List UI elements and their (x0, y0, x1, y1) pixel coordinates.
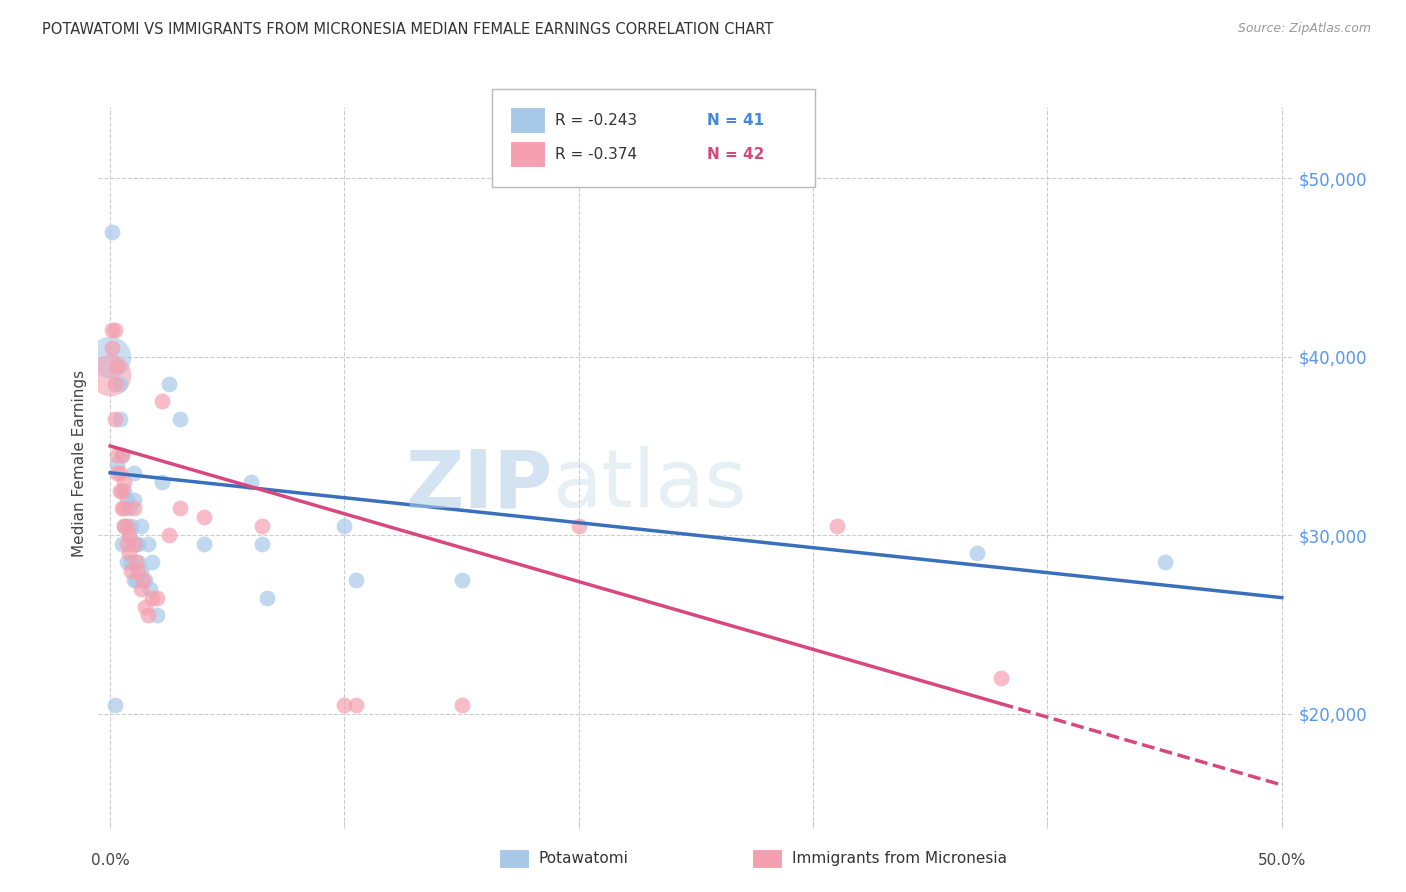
Point (112, 519, 135, 533)
Point (150, 394, 173, 409)
Point (112, 475, 135, 489)
Point (120, 555, 142, 569)
Point (101, 323, 124, 337)
Point (118, 528, 141, 542)
Text: Potawatomi: Potawatomi (538, 851, 628, 865)
Point (450, 698, 472, 712)
Point (115, 555, 138, 569)
Point (101, 225, 124, 239)
Point (105, 359, 128, 373)
Point (157, 528, 180, 542)
Point (146, 591, 169, 605)
Point (111, 501, 134, 516)
Point (112, 501, 135, 516)
Point (115, 492, 138, 507)
Point (127, 564, 149, 578)
Point (118, 528, 141, 542)
Text: Immigrants from Micronesia: Immigrants from Micronesia (792, 851, 1007, 865)
Point (568, 519, 591, 533)
Point (122, 537, 145, 551)
Point (122, 501, 145, 516)
Point (333, 519, 356, 533)
Point (108, 483, 131, 498)
Point (115, 537, 138, 551)
Text: R = -0.374: R = -0.374 (555, 147, 637, 161)
Point (101, 341, 124, 355)
Point (146, 608, 169, 623)
Point (193, 510, 215, 524)
Point (127, 537, 149, 551)
Point (1153, 555, 1175, 569)
Point (141, 591, 163, 605)
Text: R = -0.243: R = -0.243 (555, 113, 637, 128)
Point (111, 448, 134, 462)
Point (108, 466, 131, 480)
Text: 0.0%: 0.0% (91, 853, 129, 868)
Point (256, 591, 278, 605)
Point (239, 475, 262, 489)
Point (105, 466, 128, 480)
Point (111, 448, 134, 462)
Point (129, 519, 152, 533)
Point (108, 376, 131, 391)
Point (98, 350, 121, 364)
Point (252, 537, 274, 551)
Point (115, 519, 138, 533)
Point (169, 412, 191, 426)
Point (333, 698, 356, 712)
Point (825, 519, 848, 533)
Point (125, 573, 148, 587)
Y-axis label: Median Female Earnings: Median Female Earnings (72, 370, 87, 558)
Point (111, 483, 134, 498)
Point (122, 492, 145, 507)
Point (129, 564, 152, 578)
Point (98, 368, 121, 382)
Point (125, 555, 148, 569)
Point (105, 448, 128, 462)
Point (120, 564, 142, 578)
Point (104, 412, 127, 426)
Point (112, 483, 135, 498)
Point (125, 537, 148, 551)
Point (252, 519, 274, 533)
Text: N = 41: N = 41 (707, 113, 765, 128)
Point (344, 573, 367, 587)
Point (150, 475, 173, 489)
Point (450, 573, 472, 587)
Point (105, 457, 128, 471)
Text: ZIP: ZIP (405, 446, 553, 524)
Point (118, 501, 141, 516)
Point (157, 376, 180, 391)
Point (122, 466, 145, 480)
Point (169, 501, 191, 516)
Point (136, 608, 159, 623)
Point (122, 573, 145, 587)
Point (127, 555, 149, 569)
Point (134, 599, 156, 614)
Point (118, 546, 141, 560)
Point (112, 519, 135, 533)
Point (104, 698, 127, 712)
Point (139, 582, 162, 596)
Point (990, 671, 1012, 685)
Point (129, 582, 152, 596)
Point (134, 573, 156, 587)
Point (104, 323, 127, 337)
Point (344, 698, 367, 712)
Text: POTAWATOMI VS IMMIGRANTS FROM MICRONESIA MEDIAN FEMALE EARNINGS CORRELATION CHAR: POTAWATOMI VS IMMIGRANTS FROM MICRONESIA… (42, 22, 773, 37)
Point (136, 537, 159, 551)
Point (111, 537, 134, 551)
Point (108, 412, 131, 426)
Point (120, 519, 142, 533)
Text: Source: ZipAtlas.com: Source: ZipAtlas.com (1237, 22, 1371, 36)
Point (966, 546, 988, 560)
Point (132, 573, 155, 587)
Text: N = 42: N = 42 (707, 147, 765, 161)
Point (141, 555, 163, 569)
Text: 50.0%: 50.0% (1257, 853, 1306, 868)
Point (104, 376, 127, 391)
Point (193, 537, 215, 551)
Text: atlas: atlas (553, 446, 747, 524)
